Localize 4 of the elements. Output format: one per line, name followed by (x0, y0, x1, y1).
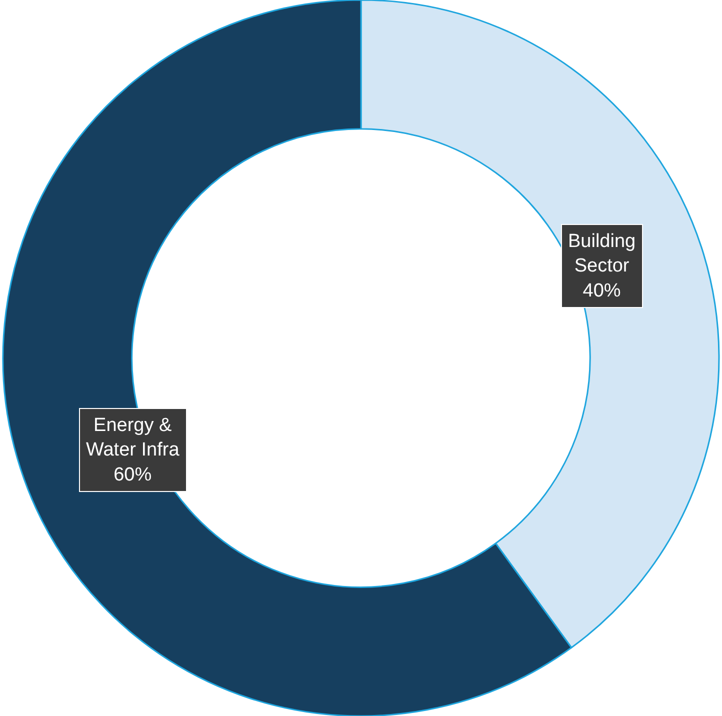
slice-label: Energy & Water Infra (86, 415, 180, 461)
slice-label: Building Sector (568, 231, 636, 277)
data-label: 40% (582, 280, 621, 302)
data-label: 60% (114, 464, 152, 486)
